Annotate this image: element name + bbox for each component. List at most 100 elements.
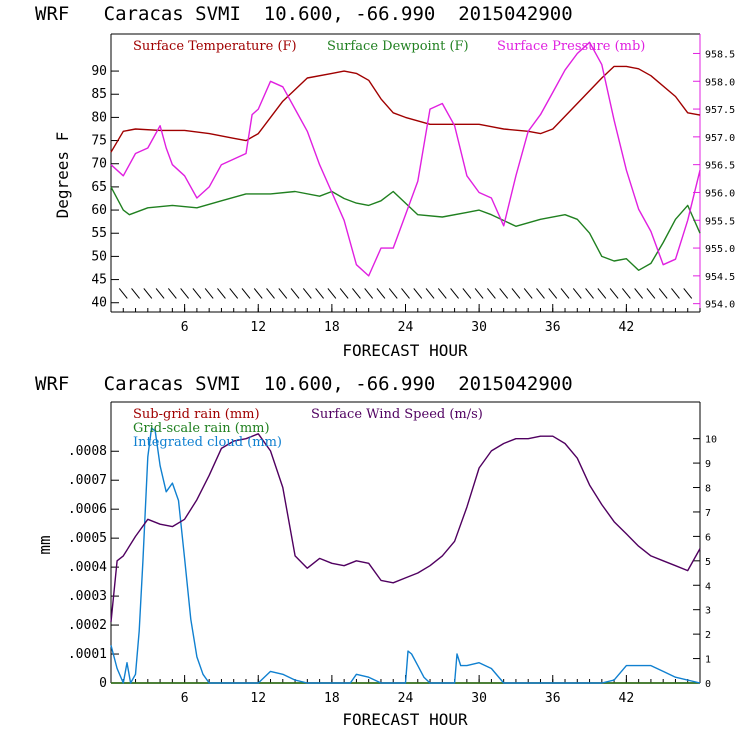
wind-barb (229, 288, 239, 299)
x-tick-label: 12 (250, 320, 266, 335)
top-x-axis-label: FORECAST HOUR (342, 341, 468, 360)
y2-tick-label: 957.0 (705, 133, 735, 144)
wind-barb (241, 288, 251, 299)
wind-barb (572, 288, 582, 299)
wind-barb (315, 288, 324, 299)
y-tick-label: .0004 (68, 560, 107, 575)
y-tick-label: 75 (91, 134, 107, 149)
y2-tick-label: 3 (705, 606, 711, 617)
wind-barb (585, 288, 594, 299)
wind-barb (364, 288, 374, 299)
legend-entry-1: Surface Temperature (F) (133, 39, 297, 54)
wind-barb (290, 288, 300, 299)
legend-entry-1: Sub-grid rain (mm) (133, 407, 260, 422)
y2-tick-label: 954.0 (705, 300, 735, 311)
top-y-axis-label: Degrees F (53, 132, 72, 219)
y-tick-label: 90 (91, 64, 107, 79)
y-tick-label: 70 (91, 157, 107, 172)
y2-tick-label: 7 (705, 508, 711, 519)
x-tick-label: 36 (545, 691, 561, 706)
wind-barb (536, 288, 545, 299)
wind-barb (155, 288, 165, 299)
wind-barb (131, 288, 140, 299)
legend-entry-4: Surface Wind Speed (m/s) (311, 407, 483, 422)
wind-barb (634, 288, 644, 299)
x-tick-label: 12 (250, 691, 266, 706)
y-tick-label: 45 (91, 273, 107, 288)
wind-barb (388, 288, 398, 299)
bottom-x-axis-label: FORECAST HOUR (342, 710, 468, 729)
wind-barb (425, 288, 435, 299)
wind-barb (339, 288, 349, 299)
y2-tick-label: 954.5 (705, 272, 735, 283)
wind-barb (192, 288, 202, 299)
x-tick-label: 6 (181, 320, 189, 335)
y-tick-label: .0006 (68, 502, 107, 517)
y2-tick-label: 956.0 (705, 188, 735, 199)
wind-barb (499, 288, 509, 299)
y-tick-label: 40 (91, 296, 107, 311)
wind-barb (683, 288, 693, 299)
wind-barb (180, 288, 190, 299)
wind-barb (204, 288, 214, 299)
wind-barb (118, 288, 128, 299)
wind-barb (487, 288, 496, 299)
y2-tick-label: 4 (705, 581, 711, 592)
series-line-2 (110, 186, 701, 271)
wind-barb (548, 288, 558, 299)
wind-barb (609, 288, 619, 299)
y-tick-label: 60 (91, 203, 107, 218)
wind-barb (143, 288, 153, 299)
y-tick-label: .0007 (68, 473, 107, 488)
series-line-3 (110, 41, 701, 277)
y2-tick-label: 957.5 (705, 105, 735, 116)
wind-barb (437, 288, 447, 299)
x-tick-label: 30 (471, 691, 487, 706)
x-tick-label: 18 (324, 320, 340, 335)
wind-barb (217, 288, 226, 299)
x-tick-label: 24 (398, 691, 414, 706)
wind-barb (167, 288, 177, 299)
wind-barb (266, 288, 275, 299)
y2-tick-label: 955.5 (705, 216, 735, 227)
x-tick-label: 36 (545, 320, 561, 335)
wind-barb (523, 288, 533, 299)
wind-barb (376, 288, 386, 299)
legend-entry-3: Surface Pressure (mb) (497, 39, 645, 54)
series-line-1 (110, 65, 701, 153)
bottom-chart-title: WRF Caracas SVMI 10.600, -66.990 2015042… (35, 373, 573, 395)
y-tick-label: 85 (91, 87, 107, 102)
wind-barb (671, 288, 680, 299)
y2-tick-label: 2 (705, 630, 711, 641)
y-tick-label: .0003 (68, 589, 107, 604)
wind-barb (401, 288, 410, 299)
y-tick-label: 50 (91, 249, 107, 264)
legend-entry-2: Grid-scale rain (mm) (133, 421, 270, 436)
x-tick-label: 18 (324, 691, 340, 706)
wind-barb (253, 288, 263, 299)
y2-tick-label: 958.0 (705, 77, 735, 88)
bottom-chart: 6 12 18 24 30 36 420.0001.0002.0003.0004.0005.… (68, 401, 717, 706)
bottom-y-axis-label: mm (35, 535, 54, 554)
wind-barb (597, 288, 607, 299)
y-tick-label: .0008 (68, 444, 107, 459)
y2-tick-label: 10 (705, 435, 717, 446)
top-chart: 6 12 18 24 30 36 42 40 45 50 55 60 65 70 75 80 85 90 954.0… (91, 33, 735, 335)
y2-tick-label: 0 (705, 679, 711, 690)
wind-barb (462, 288, 472, 299)
y-tick-label: .0002 (68, 618, 107, 633)
wind-barb (474, 288, 484, 299)
y2-tick-label: 956.5 (705, 161, 735, 172)
y2-tick-label: 9 (705, 459, 711, 470)
legend-entry-3: Integrated cloud (mm) (133, 435, 282, 450)
y2-tick-label: 8 (705, 484, 711, 495)
y-tick-label: 0 (99, 676, 107, 691)
y-tick-label: 65 (91, 180, 107, 195)
wind-barb (560, 288, 570, 299)
x-tick-label: 42 (619, 691, 635, 706)
wind-barb (646, 288, 656, 299)
wind-barb (352, 288, 361, 299)
x-tick-label: 30 (471, 320, 487, 335)
wind-barb (621, 288, 631, 299)
